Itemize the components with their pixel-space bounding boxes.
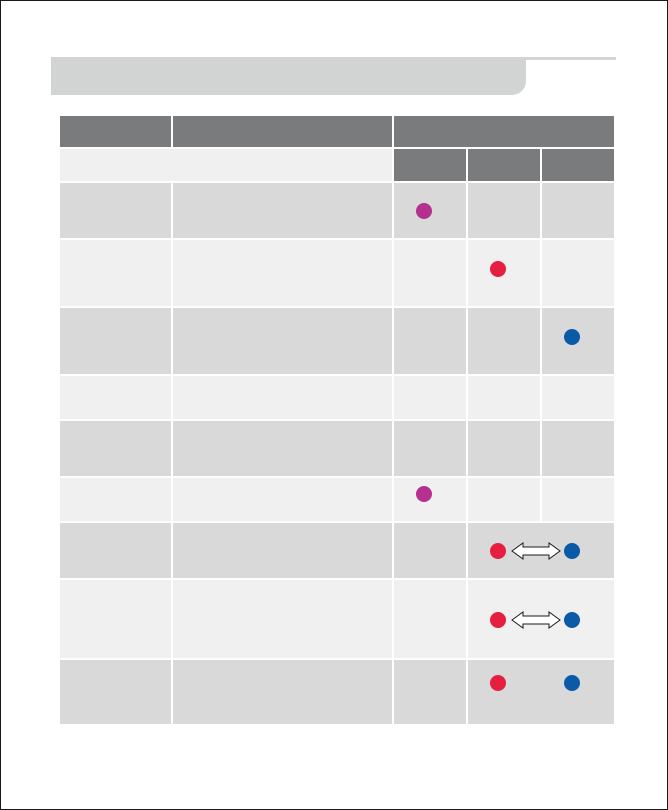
header-bar [51,57,526,95]
table-cell [394,183,466,238]
table-cell [173,376,392,419]
table-cell [173,660,392,724]
red-dot-icon [490,675,506,691]
red-dot-icon [490,261,506,277]
table-cell [60,308,171,374]
table-cell [394,660,466,724]
table-cell [173,580,392,658]
table-cell [394,308,466,374]
table-cell [394,523,466,578]
table-cell [60,523,171,578]
table-row [60,421,614,476]
table-cell [60,376,171,419]
table-header-row [60,116,614,147]
subheader-cell [542,149,614,181]
table-cell [468,660,614,724]
table-cell [173,183,392,238]
table-cell [60,660,171,724]
table-cell [173,240,392,306]
double-arrow-icon [511,611,561,629]
red-dot-icon [490,543,506,559]
header-band [51,57,616,95]
table-row [60,660,614,724]
blue-dot-icon [564,612,580,628]
table-cell [60,240,171,306]
table-cell [173,421,392,476]
table-cell [173,478,392,521]
table-cell [468,183,540,238]
table-row [60,308,614,374]
table-cell [468,478,540,521]
subheader-cell [394,149,466,181]
table-row [60,478,614,521]
purple-dot-icon [416,203,432,219]
table-cell [60,421,171,476]
table-cell [542,240,614,306]
table-row [60,183,614,238]
table-subheader-row [60,149,614,181]
table-row [60,523,614,578]
table-cell [394,580,466,658]
table-cell [173,523,392,578]
table-cell [468,523,614,578]
header-cell [394,116,614,147]
table-cell [394,478,466,521]
table-cell [542,421,614,476]
table-cell [173,308,392,374]
table-cell [468,308,540,374]
blue-dot-icon [564,675,580,691]
double-arrow-icon [511,542,561,560]
table-cell [394,240,466,306]
table-row [60,240,614,306]
table-cell [468,421,540,476]
red-dot-icon [490,612,506,628]
table-cell [542,183,614,238]
table-cell [394,376,466,419]
table-row [60,580,614,658]
table-cell [60,183,171,238]
blue-dot-icon [564,329,580,345]
table-cell [468,376,540,419]
table-row [60,376,614,419]
header-cell [60,116,171,147]
header-cell [173,116,392,147]
blue-dot-icon [564,543,580,559]
table-cell [542,308,614,374]
table-cell [468,240,540,306]
table-cell [60,580,171,658]
subheader-cell [60,149,392,181]
table-cell [542,376,614,419]
table-cell [468,580,614,658]
purple-dot-icon [416,486,432,502]
table-cell [394,421,466,476]
subheader-cell [468,149,540,181]
table-cell [542,478,614,521]
table-cell [60,478,171,521]
header-rule [526,57,616,60]
